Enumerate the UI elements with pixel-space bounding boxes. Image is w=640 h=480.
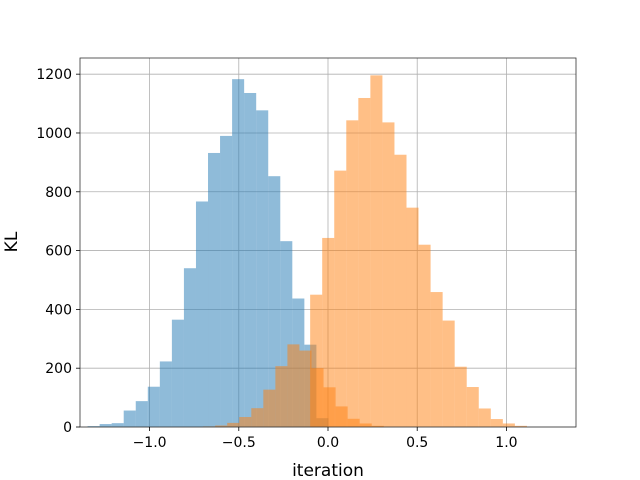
histogram-bar-blue — [183, 268, 196, 427]
histogram-bar-blue — [232, 79, 245, 427]
histogram-bar-orange — [227, 422, 240, 427]
histogram-bar-orange — [334, 170, 347, 428]
histogram-bar-blue — [171, 319, 184, 427]
y-tick-label: 800 — [45, 185, 72, 201]
histogram-bar-orange — [514, 425, 527, 427]
histogram-bar-blue — [244, 92, 257, 428]
histogram-bar-orange — [322, 237, 335, 427]
histogram-bar-blue — [159, 361, 172, 427]
histogram-bar-orange — [239, 417, 252, 427]
y-tick-label: 400 — [45, 302, 72, 318]
histogram-bar-orange — [251, 408, 264, 427]
histogram-bar-orange — [382, 122, 395, 427]
histogram-bar-blue — [256, 110, 269, 428]
histogram-bar-blue — [111, 423, 124, 427]
histogram-bar-orange — [299, 350, 312, 427]
y-axis-label: KL — [2, 231, 22, 252]
histogram-bar-orange — [394, 154, 407, 427]
histogram-bar-orange — [442, 320, 455, 427]
histogram-bar-orange — [263, 389, 276, 427]
histogram-bar-orange — [310, 294, 323, 427]
histogram-bar-blue — [87, 426, 100, 427]
histogram-bar-blue — [99, 424, 112, 427]
y-axis-ticks: 0 200 400 600 800 1000 1200 — [36, 67, 80, 436]
histogram-bar-orange — [346, 120, 359, 427]
histogram-bar-orange — [418, 244, 431, 427]
histogram-bar-blue — [195, 201, 209, 427]
histogram-bar-orange — [215, 425, 228, 427]
y-tick-label: 1200 — [36, 67, 72, 83]
y-tick-label: 1000 — [36, 126, 72, 142]
x-tick-label: 1.0 — [495, 435, 517, 451]
histogram-bar-orange — [454, 366, 467, 427]
histogram-bar-blue — [208, 152, 221, 427]
y-tick-label: 0 — [63, 420, 72, 436]
y-tick-label: 200 — [45, 361, 72, 377]
histogram-bar-orange — [502, 423, 515, 427]
histogram-bar-blue — [135, 401, 148, 427]
x-axis-label: iteration — [292, 461, 364, 480]
y-tick-label: 600 — [45, 244, 72, 260]
histogram-bar-orange — [287, 344, 300, 427]
histogram-bar-orange — [490, 419, 503, 427]
histogram-bar-blue — [147, 386, 160, 427]
histogram-bar-orange — [370, 75, 383, 427]
histogram-bar-blue — [220, 135, 233, 428]
histogram-bar-orange — [466, 387, 479, 427]
histogram-bar-orange — [478, 408, 491, 427]
x-axis-ticks: −1.0 −0.5 0.0 0.5 1.0 — [133, 427, 518, 451]
histogram-bars — [87, 75, 527, 428]
histogram-bar-blue — [268, 176, 281, 427]
histogram-bar-orange — [406, 207, 419, 427]
x-tick-label: 0.5 — [406, 435, 428, 451]
x-tick-label: −0.5 — [222, 435, 256, 451]
histogram-bar-orange — [358, 97, 371, 428]
x-tick-label: 0.0 — [317, 435, 339, 451]
histogram-bar-orange — [430, 292, 443, 427]
histogram-bar-orange — [275, 366, 288, 427]
histogram-bar-blue — [123, 410, 136, 427]
x-tick-label: −1.0 — [133, 435, 167, 451]
